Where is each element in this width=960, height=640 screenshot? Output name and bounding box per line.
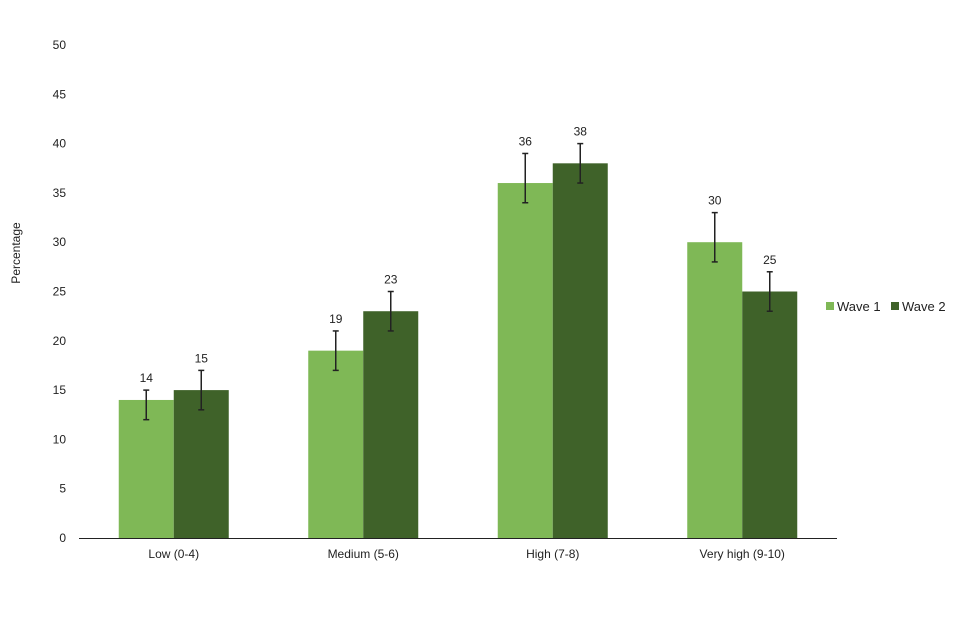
data-label: 23 (384, 273, 398, 287)
y-tick-label: 35 (53, 186, 67, 200)
bar (363, 311, 419, 538)
bar (308, 350, 364, 538)
data-label: 30 (708, 194, 722, 208)
y-tick-label: 20 (53, 334, 67, 348)
x-tick-label: Medium (5-6) (328, 547, 399, 561)
y-tick-label: 30 (53, 235, 67, 249)
bar (687, 242, 743, 538)
y-tick-label: 0 (59, 531, 66, 545)
y-tick-label: 50 (53, 38, 67, 52)
y-tick-label: 45 (53, 87, 67, 101)
legend-swatch (826, 302, 834, 310)
data-label: 36 (519, 134, 533, 148)
bar (118, 399, 174, 538)
data-label: 25 (763, 253, 777, 267)
legend-label: Wave 1 (837, 299, 881, 314)
data-label: 38 (574, 125, 588, 139)
bar (497, 183, 553, 539)
y-tick-label: 10 (53, 432, 67, 446)
y-tick-label: 15 (53, 383, 67, 397)
bar (742, 291, 798, 538)
legend-label: Wave 2 (902, 299, 946, 314)
bar (173, 390, 229, 538)
x-tick-label: High (7-8) (526, 547, 579, 561)
y-tick-label: 40 (53, 137, 67, 151)
data-label: 15 (195, 351, 209, 365)
data-label: 19 (329, 312, 343, 326)
y-tick-label: 5 (59, 482, 66, 496)
x-tick-label: Very high (9-10) (700, 547, 785, 561)
x-tick-label: Low (0-4) (148, 547, 199, 561)
data-label: 14 (140, 371, 154, 385)
y-tick-label: 25 (53, 285, 67, 299)
legend-swatch (891, 302, 899, 310)
bar (552, 163, 608, 538)
y-axis-title: Percentage (9, 222, 23, 284)
